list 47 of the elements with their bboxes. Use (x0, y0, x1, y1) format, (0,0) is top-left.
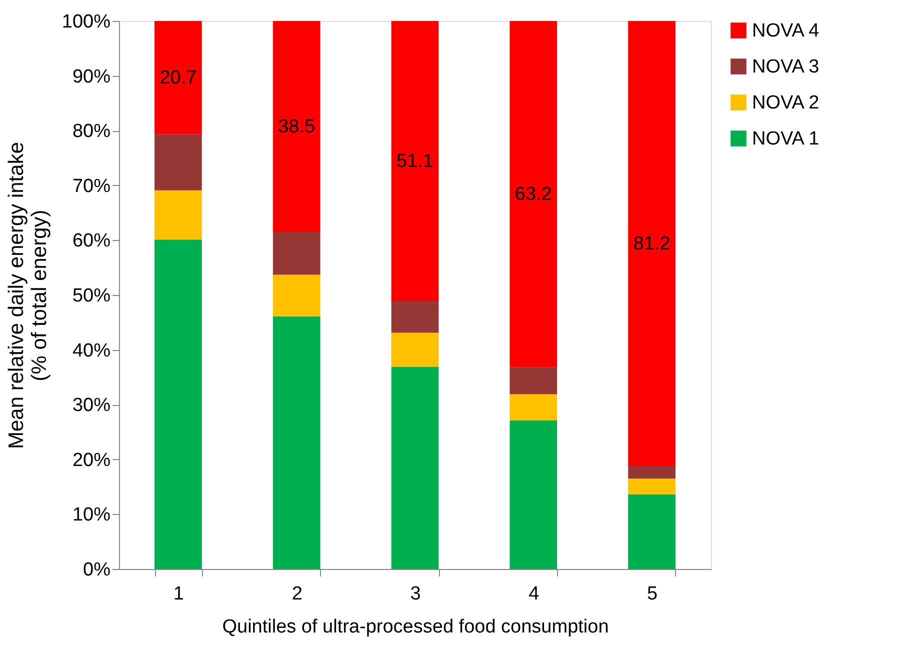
legend-label: NOVA 3 (752, 56, 820, 78)
legend-label: NOVA 4 (752, 20, 820, 42)
bar (510, 367, 558, 394)
x-tick-label: 5 (647, 584, 658, 604)
data-label: 20.7 (160, 68, 197, 89)
bar (510, 21, 558, 368)
y-tick-label: 30% (72, 395, 111, 416)
bar (154, 21, 202, 134)
y-tick-label: 70% (72, 176, 111, 197)
bar (628, 478, 676, 494)
bar (391, 366, 439, 569)
bar (628, 21, 676, 466)
y-axis-title: Mean relative daily energy intake (% of total energy) (4, 142, 51, 450)
data-label: 81.2 (633, 233, 670, 254)
x-axis-title: Quintiles of ultra-processed food consumption (222, 616, 609, 638)
y-tick-label: 20% (72, 450, 111, 471)
x-tick-label: 3 (410, 584, 421, 604)
data-label: 63.2 (514, 184, 552, 206)
legend-label: NOVA 1 (752, 128, 820, 150)
bar (154, 240, 202, 569)
bar (272, 232, 320, 275)
y-tick-label: 90% (72, 66, 111, 88)
bar (628, 494, 676, 569)
bar (272, 274, 320, 316)
legend-label: NOVA 2 (752, 92, 820, 114)
y-tick-label: 10% (72, 504, 111, 526)
y-tick-label: 60% (72, 230, 111, 252)
bar (510, 394, 558, 420)
x-tick-label: 2 (292, 584, 302, 604)
y-tick-label: 100% (62, 12, 111, 32)
bar (391, 332, 439, 367)
y-tick-label: 80% (72, 121, 111, 142)
bar (391, 301, 439, 333)
bar (510, 420, 558, 569)
bar (272, 316, 320, 569)
data-label: 51.1 (396, 151, 434, 172)
bar (628, 466, 676, 479)
bar (154, 134, 202, 190)
y-tick-label: 0% (83, 560, 111, 580)
bar (272, 21, 320, 232)
x-tick-label: 4 (528, 584, 540, 604)
y-tick-label: 50% (72, 286, 111, 306)
bar (154, 190, 202, 240)
y-tick-label: 40% (72, 340, 111, 362)
data-label: 38.5 (278, 116, 316, 138)
x-tick-label: 1 (173, 584, 184, 604)
bar (391, 21, 439, 302)
